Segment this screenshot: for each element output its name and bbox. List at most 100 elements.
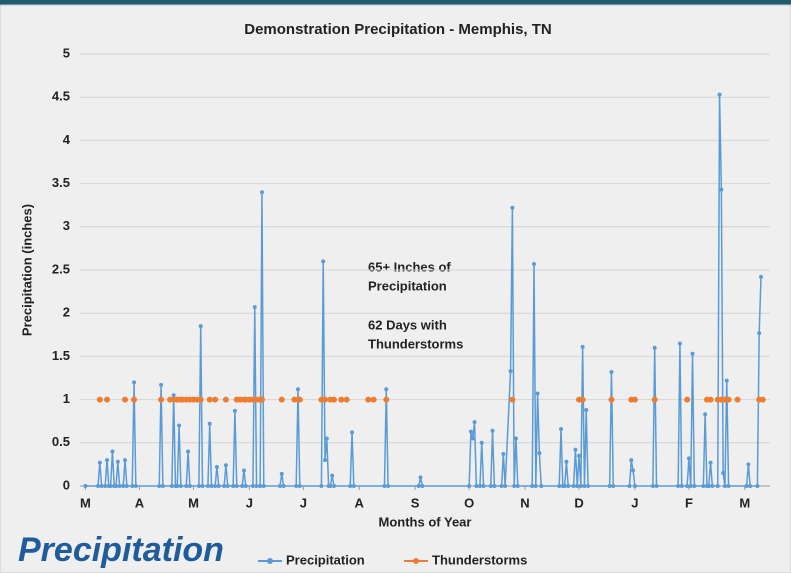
point (133, 484, 138, 488)
point (169, 484, 174, 488)
point (531, 261, 536, 266)
point (365, 396, 372, 403)
point (184, 484, 189, 488)
point (131, 396, 138, 403)
point (746, 462, 751, 467)
point (350, 430, 355, 435)
point (383, 396, 390, 403)
point (488, 484, 493, 488)
x-tick-label: A (355, 495, 365, 510)
point (734, 396, 741, 403)
x-tick-label: J (300, 495, 307, 510)
point (124, 484, 129, 488)
point (477, 484, 482, 488)
point (611, 484, 616, 488)
point (223, 463, 228, 468)
point (232, 408, 237, 413)
point (297, 484, 302, 488)
y-tick-label: 2 (63, 305, 70, 320)
y-tick-label: 1 (63, 391, 70, 406)
point (108, 484, 113, 488)
point (157, 484, 162, 488)
point (324, 436, 329, 441)
x-tick-label: M (80, 495, 91, 510)
point (321, 259, 326, 264)
point (690, 351, 695, 356)
point (252, 305, 257, 310)
point (539, 484, 544, 488)
y-tick-label: 4.5 (52, 89, 70, 104)
frame (0, 4, 791, 573)
point (571, 484, 576, 488)
point (231, 484, 236, 488)
point (243, 484, 248, 488)
point (319, 484, 324, 488)
point (679, 484, 684, 488)
point (717, 92, 722, 97)
annotation: 65+ Inches of (368, 259, 451, 274)
point (490, 428, 495, 433)
point (338, 396, 345, 403)
point (370, 396, 377, 403)
x-axis-label: Months of Year (379, 514, 472, 529)
point (706, 484, 711, 488)
point (715, 484, 720, 488)
point (216, 484, 221, 488)
point (214, 464, 219, 469)
point (295, 387, 300, 392)
point (323, 458, 328, 463)
point (755, 484, 760, 488)
point (510, 205, 515, 210)
legend-label: Precipitation (286, 552, 365, 567)
point (330, 473, 335, 478)
point (686, 456, 691, 461)
point (209, 484, 214, 488)
point (175, 484, 180, 488)
point (416, 484, 421, 488)
annotation: Thunderstorms (368, 336, 463, 351)
point (222, 396, 229, 403)
point (258, 484, 263, 488)
point (110, 449, 115, 454)
point (758, 274, 763, 279)
point (158, 396, 165, 403)
point (420, 484, 425, 488)
x-tick-label: M (739, 495, 750, 510)
point (685, 484, 690, 488)
y-tick-label: 5 (63, 45, 70, 60)
page-title: Precipitation (18, 531, 224, 569)
point (535, 391, 540, 396)
point (492, 484, 497, 488)
y-axis-label: Precipitation (inches) (19, 204, 34, 336)
point (196, 484, 201, 488)
y-tick-label: 2.5 (52, 261, 70, 276)
point (503, 484, 508, 488)
point (122, 396, 129, 403)
y-tick-label: 3.5 (52, 175, 70, 190)
point (241, 468, 246, 473)
point (584, 407, 589, 412)
point (703, 412, 708, 417)
point (481, 484, 486, 488)
point (470, 436, 475, 441)
point (515, 484, 520, 488)
point (627, 484, 632, 488)
point (468, 429, 473, 434)
point (651, 396, 658, 403)
point (607, 484, 612, 488)
point (96, 484, 101, 488)
y-tick-label: 4 (63, 132, 71, 147)
point (472, 420, 477, 425)
point (259, 190, 264, 195)
x-tick-label: M (188, 495, 199, 510)
point (509, 396, 516, 403)
point (103, 484, 108, 488)
point (579, 396, 586, 403)
point (564, 459, 569, 464)
point (557, 484, 562, 488)
point (97, 460, 102, 465)
point (467, 484, 472, 488)
y-tick-label: 3 (63, 218, 70, 233)
legend-label: Thunderstorms (432, 552, 527, 567)
